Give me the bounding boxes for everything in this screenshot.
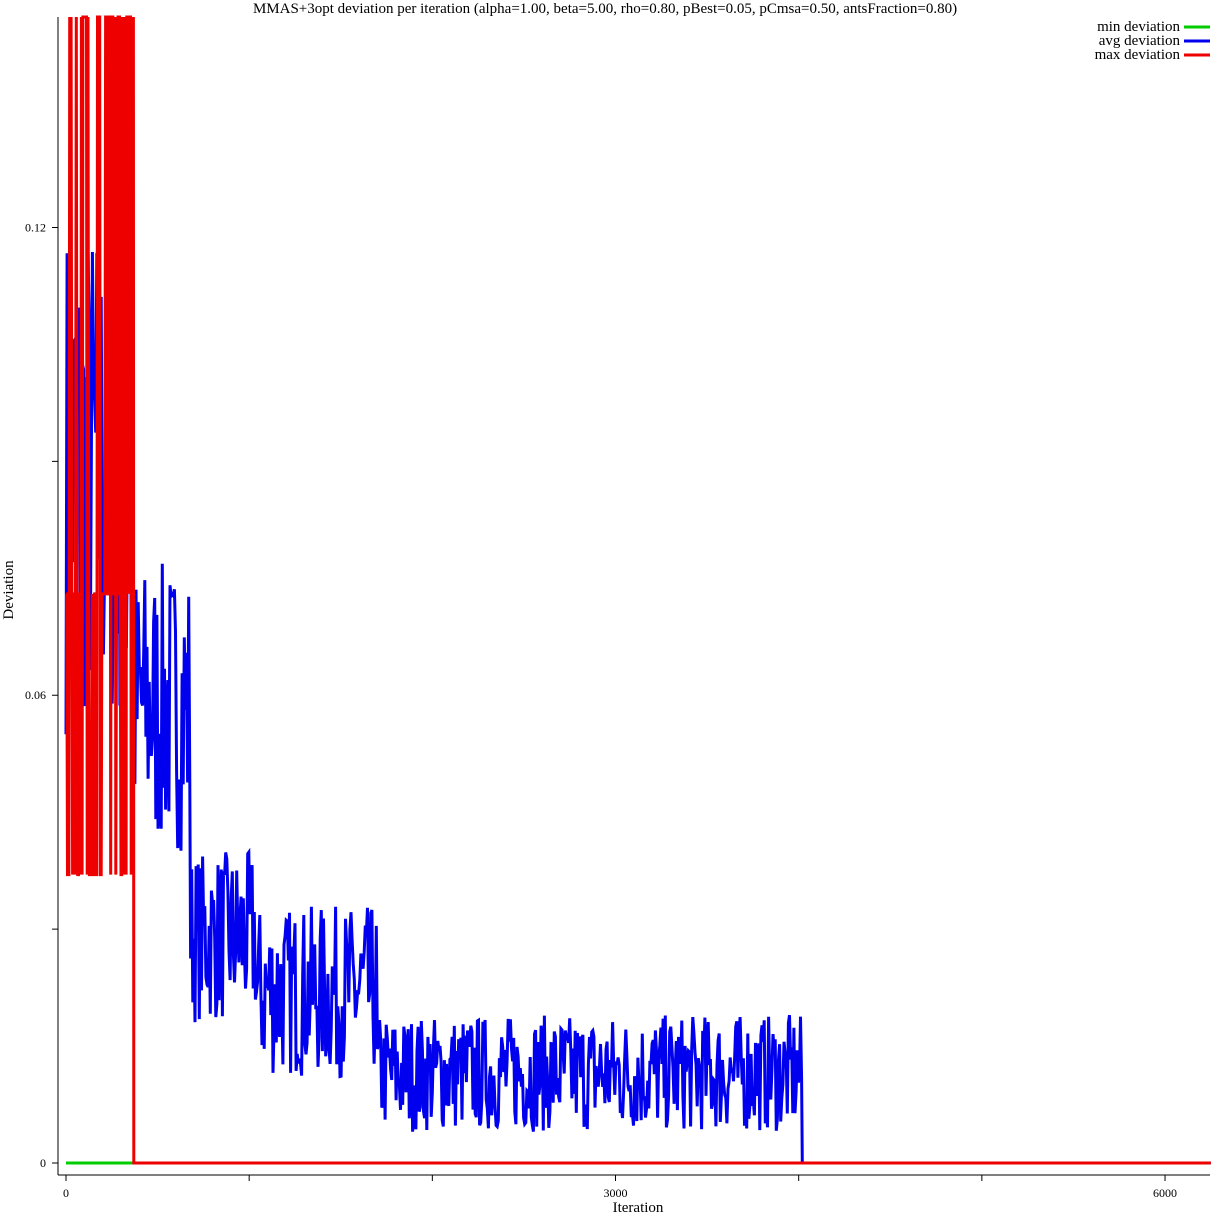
x-tick-label: 0 [63, 1186, 69, 1200]
x-tick-label: 3000 [604, 1186, 628, 1200]
legend-label: min deviation [1097, 19, 1180, 35]
y-tick-label: 0 [40, 1156, 46, 1170]
legend-label: max deviation [1095, 47, 1181, 63]
y-axis-label: Deviation [1, 560, 17, 620]
y-tick-label: 0.06 [25, 688, 46, 702]
y-tick-label: 0.12 [25, 220, 46, 234]
x-tick-label: 6000 [1153, 1186, 1177, 1200]
chart-title: MMAS+3opt deviation per iteration (alpha… [253, 1, 957, 17]
series-avg-deviation [64, 244, 1211, 1165]
legend-label: avg deviation [1099, 33, 1181, 49]
series-max-deviation [65, 15, 1211, 1165]
plot-area [64, 15, 1211, 1165]
x-axis-label: Iteration [613, 1200, 664, 1216]
axes: 0 0.06 0.12 0 3000 6000 [25, 17, 1210, 1200]
